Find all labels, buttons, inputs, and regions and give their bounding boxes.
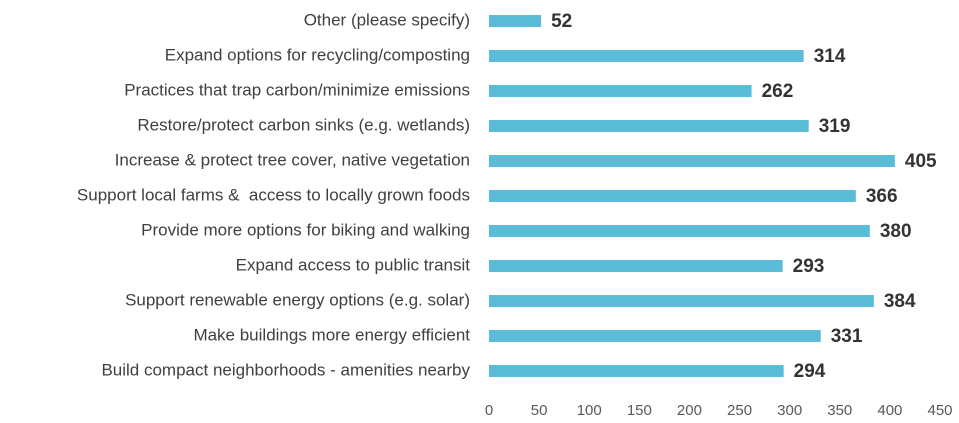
x-tick-label: 350 (827, 402, 852, 419)
x-tick-label: 100 (577, 402, 602, 419)
y-tick-label: Practices that trap carbon/minimize emis… (124, 80, 470, 99)
bar (489, 365, 784, 377)
bar (489, 295, 874, 307)
bar (489, 260, 783, 272)
y-tick-label: Provide more options for biking and walk… (141, 220, 470, 239)
data-label: 366 (866, 186, 898, 207)
data-label: 52 (551, 11, 572, 32)
bar (489, 85, 752, 97)
y-tick-label: Support renewable energy options (e.g. s… (125, 290, 470, 309)
x-tick-label: 450 (927, 402, 952, 419)
data-label: 262 (762, 81, 794, 102)
data-label: 319 (819, 116, 851, 137)
bar (489, 330, 821, 342)
y-tick-label: Expand access to public transit (236, 255, 471, 274)
data-label: 314 (814, 46, 846, 67)
bar (489, 15, 542, 27)
y-tick-label: Support local farms & access to locally … (77, 185, 470, 204)
y-tick-label: Other (please specify) (304, 10, 470, 29)
bar (489, 190, 856, 202)
bar (489, 155, 895, 167)
y-tick-label: Build compact neighborhoods - amenities … (101, 360, 470, 379)
x-tick-label: 0 (485, 402, 493, 419)
x-tick-label: 300 (777, 402, 802, 419)
bar (489, 120, 809, 132)
x-tick-label: 150 (627, 402, 652, 419)
data-label: 294 (794, 361, 826, 382)
y-tick-label: Make buildings more energy efficient (193, 325, 470, 344)
y-tick-label: Increase & protect tree cover, native ve… (115, 150, 470, 169)
data-label: 405 (905, 151, 937, 172)
x-tick-label: 200 (677, 402, 702, 419)
x-tick-label: 50 (531, 402, 548, 419)
data-label: 380 (880, 221, 912, 242)
y-tick-label: Restore/protect carbon sinks (e.g. wetla… (137, 115, 470, 134)
data-label: 331 (831, 326, 863, 347)
data-label: 384 (884, 291, 916, 312)
data-label: 293 (793, 256, 825, 277)
x-tick-label: 250 (727, 402, 752, 419)
bar (489, 50, 804, 62)
x-tick-label: 400 (877, 402, 902, 419)
bar (489, 225, 870, 237)
y-tick-label: Expand options for recycling/composting (165, 45, 470, 64)
